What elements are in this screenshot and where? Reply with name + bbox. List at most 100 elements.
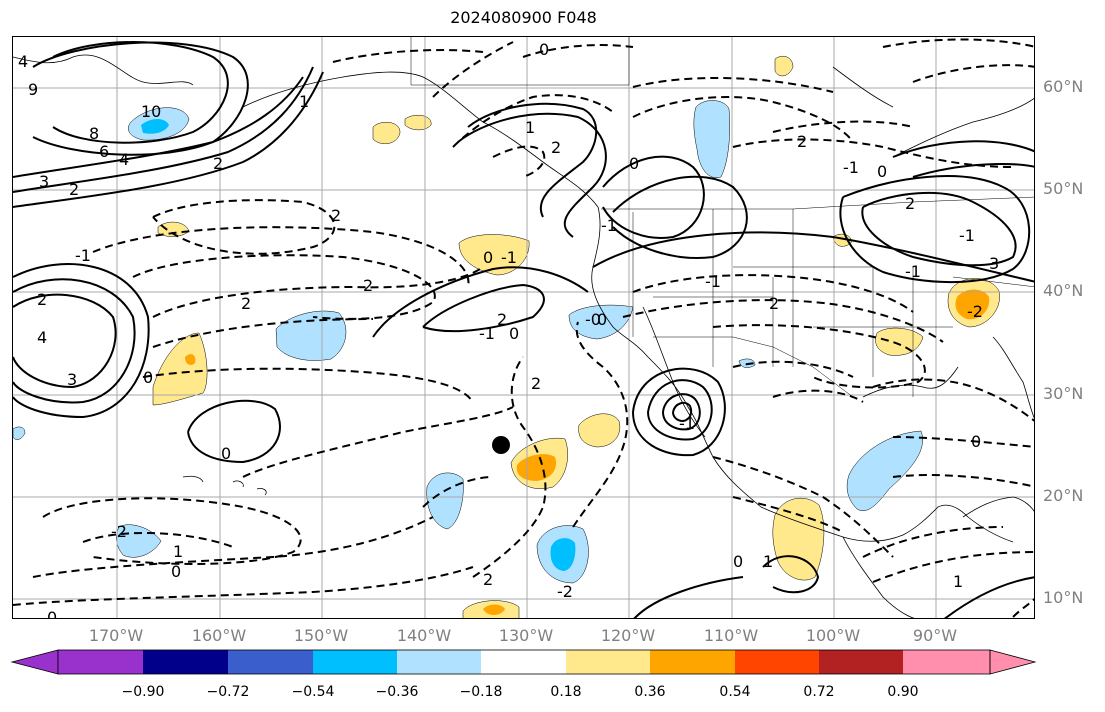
contour-label: 3 (39, 172, 49, 191)
contour-label: 0 (221, 444, 231, 463)
colorbar-segment (650, 650, 735, 674)
contour-lines (13, 41, 1034, 618)
contour-label: 0 (733, 552, 743, 571)
contour-label: -1 (501, 248, 517, 267)
lat-label-40n: 40°N (1043, 281, 1084, 300)
contour-label: 2 (69, 180, 79, 199)
lon-label-160w: 160°W (191, 626, 247, 645)
contour-label: 0 (597, 310, 607, 329)
contour-label: -1 (905, 262, 921, 281)
contour-label: -0 (585, 310, 601, 329)
colorbar-tick-label: 0.72 (803, 684, 835, 700)
contour-labels: 4 9 10 8 6 4 3 2 2 1 -1 2 4 3 0 2 1 2 0 … (18, 40, 999, 619)
contour-label: -2 (557, 582, 573, 601)
colorbar-tick-label: −0.18 (459, 684, 503, 700)
contour-label: 2 (905, 194, 915, 213)
contour-label: 0 (171, 562, 181, 581)
contour-label: 0 (483, 248, 493, 267)
lon-label-170w: 170°W (88, 626, 144, 645)
coastlines (13, 54, 1034, 618)
colorbar-tick-label: −0.72 (206, 684, 250, 700)
contour-label: -1 (843, 158, 859, 177)
colorbar-border (57, 649, 991, 675)
contour-label: 3 (67, 370, 77, 389)
colorbar-tick-label: −0.90 (121, 684, 165, 700)
contour-label: 0 (877, 162, 887, 181)
colorbar-tick-label: 0.18 (550, 684, 582, 700)
colorbar-segment (58, 650, 143, 674)
contour-label: 2 (241, 294, 251, 313)
contour-label: 0 (539, 40, 549, 59)
contour-label: 4 (37, 328, 47, 347)
contour-label: 2 (497, 310, 507, 329)
contour-label: 1 (953, 572, 963, 591)
contour-label: 0 (629, 154, 639, 173)
colorbar-tick-label: 0.54 (719, 684, 751, 700)
colorbar-tick-label: −0.54 (291, 684, 335, 700)
contour-label: 1 (763, 552, 773, 571)
contour-label: 2 (483, 570, 493, 589)
contour-label: 4 (119, 150, 129, 169)
contour-label: 6 (99, 142, 109, 161)
contour-label: 0 (509, 324, 519, 343)
contour-label: -1 (679, 414, 695, 433)
lon-label-150w: 150°W (293, 626, 349, 645)
map-title: 2024080900 F048 (450, 8, 597, 27)
contour-label: 8 (89, 124, 99, 143)
colorbar-tick-label: −0.36 (375, 684, 419, 700)
contour-label: -1 (601, 216, 617, 235)
contour-label: 2 (551, 138, 561, 157)
lon-label-130w: 130°W (498, 626, 554, 645)
contour-label: 1 (173, 542, 183, 561)
contour-label: 2 (363, 276, 373, 295)
contour-label: 9 (28, 80, 38, 99)
contour-label: 0 (143, 368, 153, 387)
contour-label: 2 (331, 206, 341, 225)
colorbar-segment (819, 650, 903, 674)
contour-label: -1 (959, 226, 975, 245)
lon-label-100w: 100°W (805, 626, 861, 645)
lat-label-50n: 50°N (1043, 179, 1084, 198)
colorbar-segment (566, 650, 650, 674)
map-panel: 4 9 10 8 6 4 3 2 2 1 -1 2 4 3 0 2 1 2 0 … (12, 36, 1035, 619)
lon-label-120w: 120°W (600, 626, 656, 645)
contour-label: 2 (797, 132, 807, 151)
lat-label-30n: 30°N (1043, 384, 1084, 403)
contour-lines-dashed (13, 38, 1034, 618)
colorbar-segment (143, 650, 228, 674)
contour-label: -1 (705, 272, 721, 291)
lon-label-140w: 140°W (396, 626, 452, 645)
contour-label: -2 (111, 522, 127, 541)
contour-label: -1 (75, 246, 91, 265)
colorbar-segment (481, 650, 566, 674)
contour-label: -2 (967, 302, 983, 321)
location-marker (492, 436, 510, 454)
colorbar-extend-left (10, 649, 59, 675)
colorbar-extend-right (989, 649, 1037, 675)
political-borders (410, 37, 1034, 398)
lon-label-110w: 110°W (703, 626, 759, 645)
lat-label-20n: 20°N (1043, 486, 1084, 505)
colorbar-segment (228, 650, 313, 674)
contour-label: 1 (525, 118, 535, 137)
colorbar-tick-label: 0.90 (887, 684, 919, 700)
colorbar-segment (397, 650, 481, 674)
colorbar (10, 649, 1037, 675)
lon-label-90w: 90°W (912, 626, 958, 645)
contour-label: 2 (213, 154, 223, 173)
colorbar-segment (903, 650, 990, 674)
contour-label: 3 (989, 254, 999, 273)
colorbar-segment (735, 650, 819, 674)
contour-label: 0 (47, 608, 57, 619)
contour-label: 2 (37, 290, 47, 309)
graticule-grid (13, 37, 1034, 618)
map-plot: 4 9 10 8 6 4 3 2 2 1 -1 2 4 3 0 2 1 2 0 … (13, 37, 1034, 619)
contour-label: 0 (971, 432, 981, 451)
contour-label: 10 (141, 102, 161, 121)
contour-label: 4 (18, 52, 28, 71)
contour-label: -1 (479, 324, 495, 343)
lat-label-10n: 10°N (1043, 588, 1084, 607)
colorbar-tick-label: 0.36 (634, 684, 666, 700)
colorbar-segment (313, 650, 397, 674)
contour-label: 2 (531, 374, 541, 393)
